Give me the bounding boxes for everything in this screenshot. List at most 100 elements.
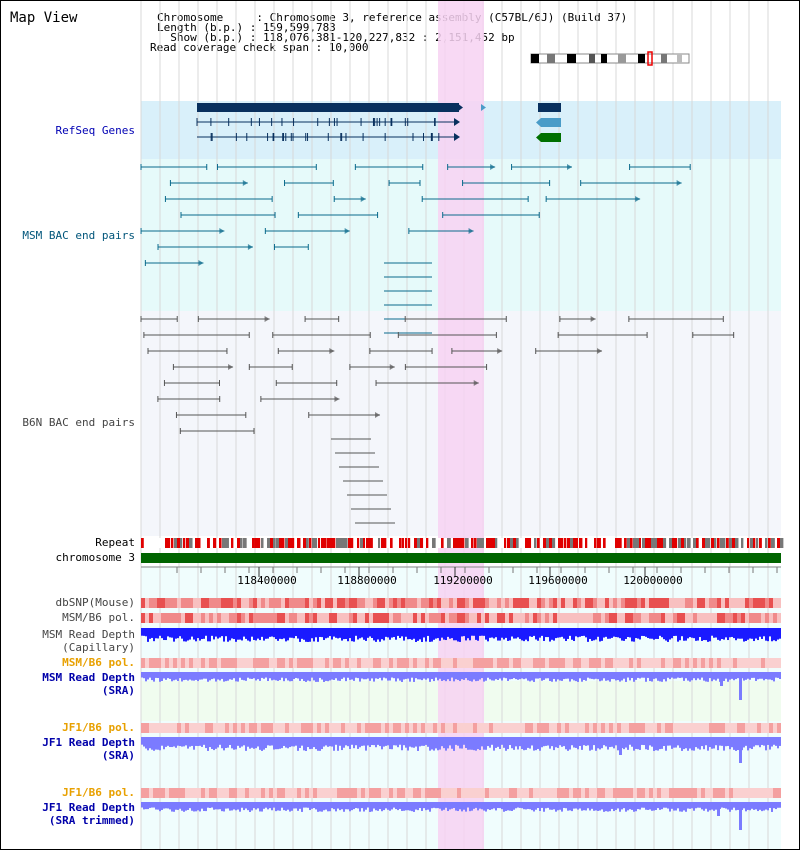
msm-b6-pol2-cell: [325, 658, 329, 668]
dbsnp-cell: [365, 598, 369, 608]
jf1-b6-pol-cell: [253, 723, 257, 733]
msm-sra-depth: [667, 672, 669, 678]
msm-cap-depth: [499, 628, 501, 641]
msm-sra-depth: [381, 672, 383, 681]
msm-sra-depth: [151, 672, 153, 681]
msm-sra-depth: [419, 672, 421, 680]
msm-sra-depth: [261, 672, 263, 678]
jf1-sra-depth: [447, 737, 449, 749]
jf1-b6-pol2-cell: [181, 788, 185, 798]
jf1-b6-pol2-cell: [485, 788, 489, 798]
jf1-trim-depth: [669, 802, 671, 812]
msm-b6-pol2-cell: [421, 658, 425, 668]
msm-cap-depth: [687, 628, 689, 639]
jf1-sra-depth: [467, 737, 469, 750]
jf1-trim-depth: [235, 802, 237, 811]
msm-b6-pol-cell: [425, 613, 429, 623]
jf1-sra-depth: [643, 737, 645, 746]
msm-cap-depth: [187, 628, 189, 641]
jf1-trim-depth: [255, 802, 257, 810]
msm-cap-depth: [653, 628, 655, 640]
msm-cap-depth: [207, 628, 209, 642]
msm-sra-depth: [561, 672, 563, 681]
jf1-trim-depth: [289, 802, 291, 812]
msm-sra-depth: [629, 672, 631, 681]
jf1-sra-depth: [237, 737, 239, 746]
msm-read-depth-cap-label[interactable]: MSM Read Depth: [42, 628, 135, 641]
msm-cap-depth: [529, 628, 531, 637]
jf1-trim-depth: [517, 802, 519, 808]
jf1-sra-depth: [301, 737, 303, 746]
msm-sra-depth: [687, 672, 689, 681]
msm-sra-depth: [553, 672, 555, 679]
repeat-block: [357, 538, 360, 548]
msm-sra-depth: [283, 672, 285, 682]
refseq-genes-label[interactable]: RefSeq Genes: [55, 124, 135, 137]
repeat-block: [549, 538, 553, 548]
jf1-b6-pol-2-label[interactable]: JF1/B6 pol.: [62, 786, 135, 799]
msm-b6-pol2-cell: [461, 658, 465, 668]
repeat-block: [534, 538, 537, 548]
jf1-trim-depth: [213, 802, 215, 810]
msm-cap-depth: [269, 628, 271, 637]
msm-b6-pol-cell: [761, 613, 765, 623]
msm-b6-pol2-cell: [297, 658, 301, 668]
dbsnp-cell: [625, 598, 629, 608]
jf1-trim-depth: [661, 802, 663, 810]
msm-cap-depth: [605, 628, 607, 637]
jf1-sra-depth: [593, 737, 595, 746]
jf1-sra-depth: [441, 737, 443, 747]
dbsnp-label[interactable]: dbSNP(Mouse): [55, 596, 135, 609]
jf1-sra-depth: [729, 737, 731, 750]
msm-b6-pol2-cell: [505, 658, 509, 668]
repeat-block: [243, 538, 247, 548]
msm-sra-depth: [357, 672, 359, 679]
msm-sra-depth: [181, 672, 183, 682]
jf1-sra-depth: [465, 737, 467, 749]
msm-b6-pol-cell: [293, 613, 297, 623]
msm-sra-depth: [355, 672, 357, 678]
coverage-span-info: Read coverage check span : 10,000: [150, 41, 369, 54]
jf1-sra-depth: [777, 737, 779, 749]
repeat-block: [477, 538, 481, 548]
msm-sra-depth: [527, 672, 529, 681]
msm-b6-pol-cell: [301, 613, 305, 623]
jf1-b6-pol2-cell: [637, 788, 641, 798]
dbsnp-cell: [141, 598, 145, 608]
msm-bac-label[interactable]: MSM BAC end pairs: [22, 229, 135, 242]
jf1-sra-depth: [535, 737, 537, 751]
jf1-read-depth-sra-label[interactable]: JF1 Read Depth: [42, 736, 135, 749]
jf1-b6-pol-cell: [573, 723, 577, 733]
msm-sra-depth: [189, 672, 191, 680]
jf1-trim-depth: [519, 802, 521, 808]
msm-cap-depth: [439, 628, 441, 641]
msm-b6-pol-cell: [145, 613, 149, 623]
jf1-b6-pol2-cell: [361, 788, 365, 798]
dbsnp-cell: [601, 598, 605, 608]
msm-cap-depth: [519, 628, 521, 639]
msm-cap-depth: [251, 628, 253, 637]
jf1-trim-depth: [341, 802, 343, 810]
jf1-b6-pol2-cell: [377, 788, 381, 798]
dbsnp-cell: [197, 598, 201, 608]
jf1-read-depth-trim-label[interactable]: JF1 Read Depth: [42, 801, 135, 814]
jf1-b6-pol-label[interactable]: JF1/B6 pol.: [62, 721, 135, 734]
dbsnp-cell: [729, 598, 733, 608]
jf1-b6-pol2-cell: [305, 788, 309, 798]
jf1-b6-pol2-cell: [233, 788, 237, 798]
msm-b6-pol-cell: [593, 613, 597, 623]
jf1-sra-depth: [505, 737, 507, 751]
jf1-b6-pol-cell: [449, 723, 453, 733]
msm-read-depth-sra-label[interactable]: MSM Read Depth: [42, 671, 135, 684]
jf1-sra-depth: [701, 737, 703, 747]
dbsnp-cell: [485, 598, 489, 608]
repeat-block: [237, 538, 241, 548]
jf1-trim-depth: [153, 802, 155, 808]
repeat-block: [663, 538, 667, 548]
b6n-bac-label[interactable]: B6N BAC end pairs: [22, 416, 135, 429]
jf1-b6-pol2-cell: [409, 788, 413, 798]
msm-cap-depth: [693, 628, 695, 639]
msm-b6-pol-label[interactable]: MSM/B6 pol.: [62, 611, 135, 624]
msm-b6-pol-2-label[interactable]: MSM/B6 pol.: [62, 656, 135, 669]
